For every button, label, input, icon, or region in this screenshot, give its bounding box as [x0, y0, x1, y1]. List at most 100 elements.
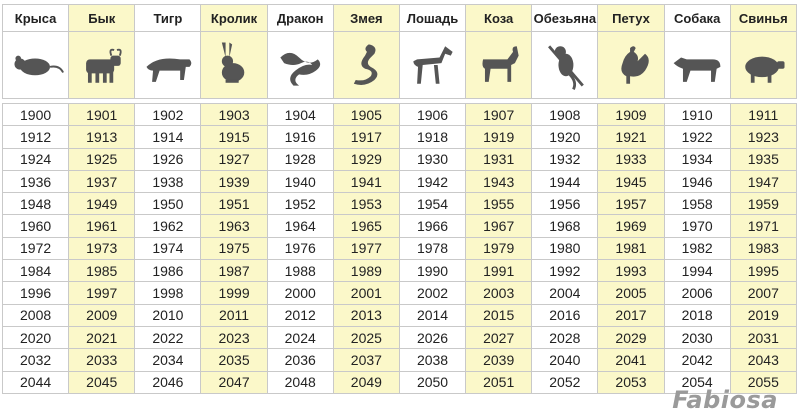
year-cell: 1914: [134, 125, 202, 149]
animal-icon-cell: [200, 31, 268, 99]
year-cell: 1985: [68, 259, 136, 283]
year-cell: 1972: [1, 236, 70, 261]
column-header: Бык: [68, 4, 136, 32]
year-cell: 2011: [200, 303, 268, 327]
year-cell: 1992: [531, 259, 599, 283]
year-cell: 2052: [531, 370, 599, 394]
year-cell: 2043: [729, 348, 797, 372]
year-cell: 2012: [266, 303, 334, 327]
year-cell: 1924: [1, 147, 70, 171]
year-cell: 1950: [134, 192, 202, 216]
table-row: 2032 2033 2034 2035 2036 2037 2038 2039 2040 2041…: [1, 348, 797, 372]
year-cell: 1921: [597, 125, 665, 149]
table-row: 1936 1937 1938 1939 1940 1941 1942 1943 1944 1945…: [1, 169, 797, 194]
year-cell: 2027: [465, 325, 533, 350]
animal-icon-cell: [729, 31, 797, 99]
column-header: Свинья: [729, 4, 797, 32]
table-row: 1948 1949 1950 1951 1952 1953 1954 1955 1956 1957…: [1, 192, 797, 216]
year-cell: 1968: [531, 214, 599, 238]
animal-icon-cell: [465, 31, 533, 99]
year-cell: 1928: [266, 147, 334, 171]
year-cell: 1996: [1, 281, 70, 305]
year-cell: 1978: [398, 236, 467, 261]
year-cell: 2021: [68, 325, 136, 350]
year-cell: 1951: [200, 192, 268, 216]
table-row: 1984 1985 1986 1987 1988 1989 1990 1991 1992 1993…: [1, 259, 797, 283]
year-cell: 1943: [465, 169, 533, 194]
year-cell: 1904: [266, 102, 334, 127]
year-cell: 1971: [729, 214, 797, 238]
year-cell: 1933: [597, 147, 665, 171]
year-cell: 1906: [398, 102, 467, 127]
year-cell: 2000: [266, 281, 334, 305]
year-cell: 1915: [200, 125, 268, 149]
column-header: Дракон: [266, 4, 334, 32]
year-cell: 1926: [134, 147, 202, 171]
animal-icon-cell: [663, 31, 731, 99]
table-row: 1912 1913 1914 1915 1916 1917 1918 1919 1920 1921…: [1, 125, 797, 149]
year-cell: 2045: [68, 370, 136, 394]
column-header: Петух: [597, 4, 665, 32]
year-cell: 1942: [398, 169, 467, 194]
year-cell: 1908: [531, 102, 599, 127]
year-cell: 1916: [266, 125, 334, 149]
column-header: Змея: [332, 4, 400, 32]
year-cell: 1913: [68, 125, 136, 149]
year-cell: 1930: [398, 147, 467, 171]
year-cell: 1982: [663, 236, 731, 261]
year-cell: 2002: [398, 281, 467, 305]
year-cell: 2017: [597, 303, 665, 327]
year-cell: 1902: [134, 102, 202, 127]
year-cell: 1997: [68, 281, 136, 305]
table-row: 1960 1961 1962 1963 1964 1965 1966 1967 1968 1969…: [1, 214, 797, 238]
year-cell: 2003: [465, 281, 533, 305]
year-cell: 1974: [134, 236, 202, 261]
column-header: Собака: [663, 4, 731, 32]
year-cell: 2055: [729, 370, 797, 394]
year-cell: 1949: [68, 192, 136, 216]
column-header: Лошадь: [398, 4, 467, 32]
year-cell: 1929: [332, 147, 400, 171]
year-cell: 1965: [332, 214, 400, 238]
zodiac-table-container: Крыса Бык Тигр Кролик Дракон Змея Лошадь Коза Об…: [1, 4, 797, 394]
fabiosa-logo: Fabiosa: [672, 386, 778, 414]
year-cell: 2048: [266, 370, 334, 394]
year-cell: 1922: [663, 125, 731, 149]
year-cell: 1945: [597, 169, 665, 194]
year-cell: 1959: [729, 192, 797, 216]
year-cell: 1938: [134, 169, 202, 194]
year-cell: 1960: [1, 214, 70, 238]
table-row: 2008 2009 2010 2011 2012 2013 2014 2015 2016 2017…: [1, 303, 797, 327]
year-cell: 1946: [663, 169, 731, 194]
year-cell: 1967: [465, 214, 533, 238]
rat-icon: [3, 38, 68, 92]
year-cell: 1999: [200, 281, 268, 305]
year-cell: 2037: [332, 348, 400, 372]
animal-icon-cell: [1, 31, 70, 99]
year-cell: 2004: [531, 281, 599, 305]
year-cell: 1909: [597, 102, 665, 127]
year-cell: 2047: [200, 370, 268, 394]
year-cell: 1935: [729, 147, 797, 171]
year-cell: 2001: [332, 281, 400, 305]
year-cell: 2020: [1, 325, 70, 350]
table-row: 1996 1997 1998 1999 2000 2001 2002 2003 2004 2005…: [1, 281, 797, 305]
year-cell: 1980: [531, 236, 599, 261]
year-cell: 2007: [729, 281, 797, 305]
year-cell: 1925: [68, 147, 136, 171]
year-cell: 1937: [68, 169, 136, 194]
zodiac-years-table: Крыса Бык Тигр Кролик Дракон Змея Лошадь Коза Об…: [1, 4, 797, 394]
year-cell: 1995: [729, 259, 797, 283]
year-cell: 2032: [1, 348, 70, 372]
dog-icon: [665, 38, 730, 92]
year-cell: 1953: [332, 192, 400, 216]
animal-icon-cell: [597, 31, 665, 99]
year-cell: 2044: [1, 370, 70, 394]
year-cell: 2041: [597, 348, 665, 372]
year-cell: 1984: [1, 259, 70, 283]
year-cell: 1966: [398, 214, 467, 238]
year-cell: 2010: [134, 303, 202, 327]
year-cell: 1961: [68, 214, 136, 238]
year-cell: 2008: [1, 303, 70, 327]
year-cell: 1988: [266, 259, 334, 283]
